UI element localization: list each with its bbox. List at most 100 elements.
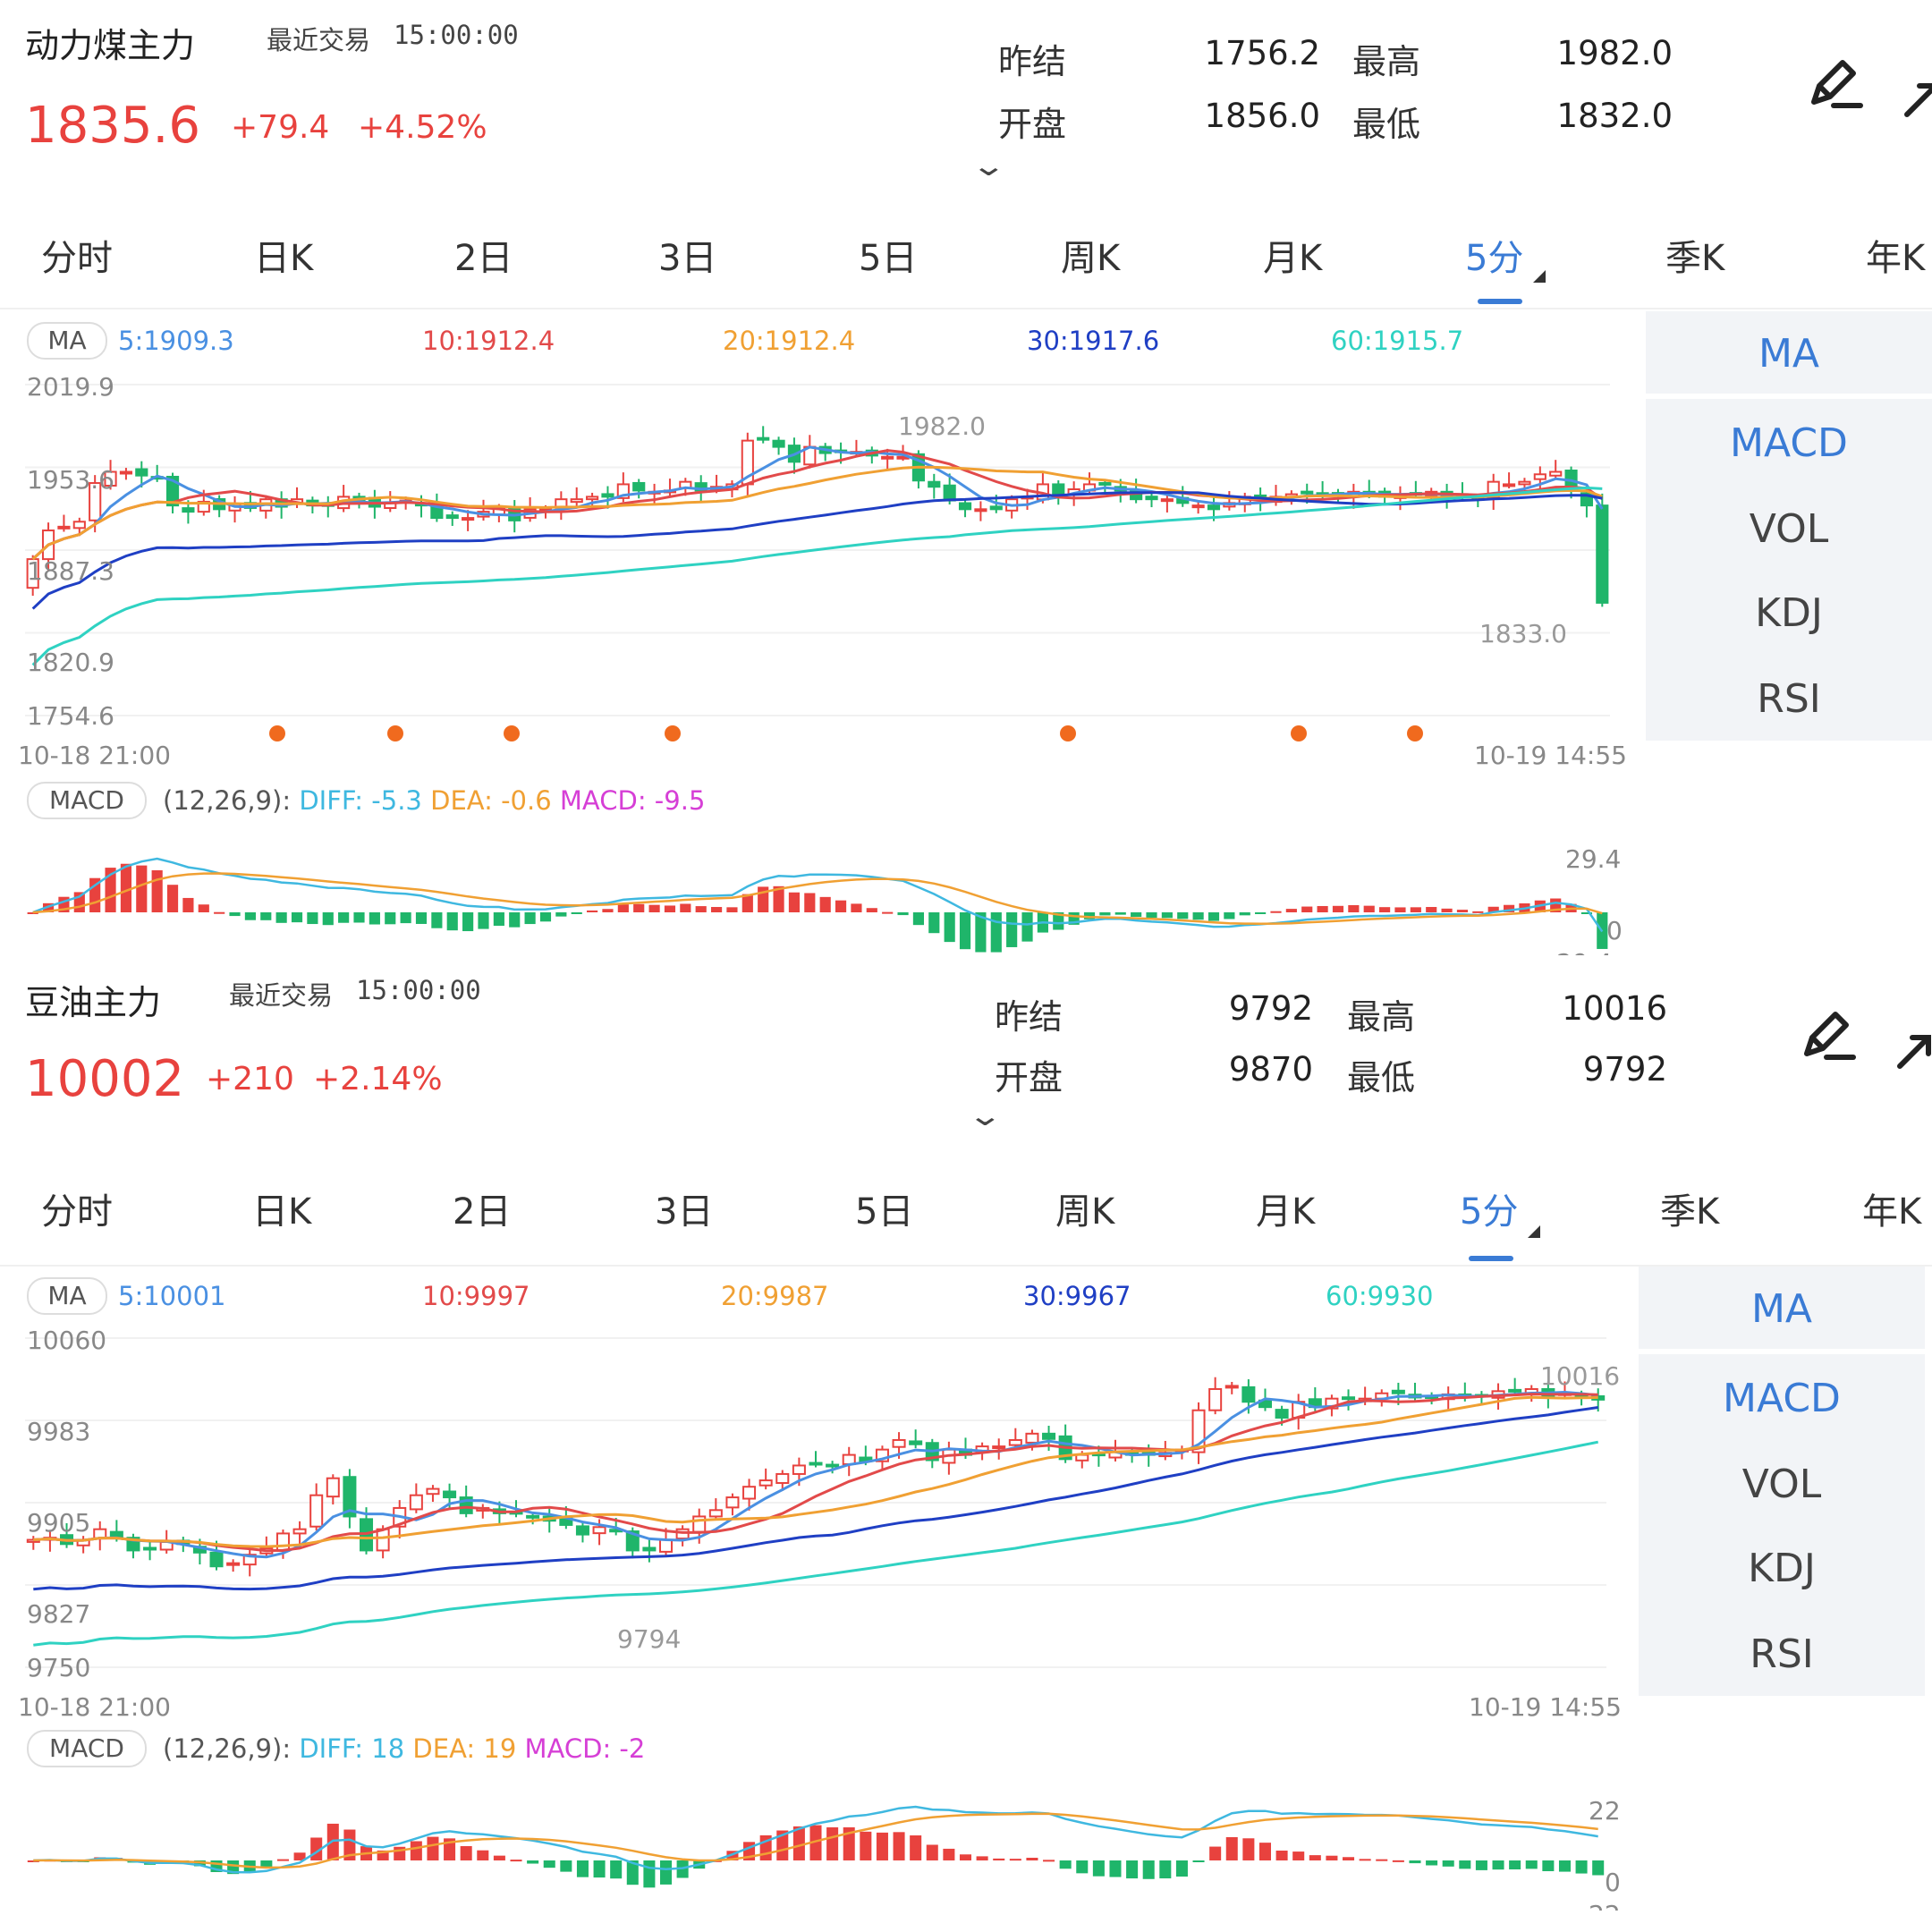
- tab-yearly-k[interactable]: 年K: [1866, 238, 1926, 279]
- min-price-label: 1833.0: [1479, 619, 1567, 648]
- tab-monthly-k[interactable]: 月K: [1256, 1191, 1316, 1233]
- max-price-label: 1982.0: [898, 411, 986, 441]
- candle-up: [57, 525, 71, 530]
- candle-down: [143, 1546, 157, 1551]
- macd-bar-positive: [648, 904, 660, 912]
- macd-bar-negative: [1208, 912, 1220, 921]
- time-start-label: 10-18 21:00: [18, 1692, 171, 1722]
- macd-bar-negative: [1542, 1860, 1555, 1872]
- macd-bar-negative: [1509, 1860, 1521, 1870]
- pen-icon[interactable]: [1796, 1002, 1859, 1064]
- tab-2day[interactable]: 2日: [453, 1191, 512, 1233]
- macd-bar-negative: [1146, 912, 1157, 919]
- indicator-vol[interactable]: VOL: [1741, 1462, 1822, 1507]
- tab-quarterly-k[interactable]: 季K: [1665, 238, 1725, 279]
- indicator-vol[interactable]: VOL: [1749, 506, 1829, 552]
- macd-bar-positive: [410, 1841, 422, 1860]
- indicator-ma[interactable]: MA: [1750, 1286, 1813, 1332]
- macd-pill[interactable]: MACD: [27, 782, 147, 819]
- macd-scale-top: 29.4: [1565, 844, 1622, 874]
- macd-bar-positive: [27, 912, 38, 914]
- macd-bar-positive: [602, 909, 614, 912]
- low-value: 9792: [1582, 1050, 1667, 1089]
- ma-pill[interactable]: MA: [27, 322, 107, 360]
- tab-weekly-k[interactable]: 周K: [1055, 1191, 1115, 1233]
- ma-pill[interactable]: MA: [27, 1277, 107, 1315]
- candle-up: [1518, 480, 1531, 486]
- indicator-macd[interactable]: MACD: [1730, 420, 1848, 466]
- candle-up: [1160, 498, 1174, 503]
- tab-3day[interactable]: 3日: [655, 1191, 714, 1233]
- macd-bar-positive: [993, 1858, 1005, 1860]
- macd-bar-positive: [343, 1829, 356, 1860]
- expand-icon[interactable]: [1900, 77, 1932, 122]
- candle-up: [892, 1438, 906, 1448]
- tab-5min[interactable]: 5分: [1460, 1191, 1519, 1233]
- candle-up: [104, 470, 117, 487]
- macd-bar-negative: [385, 912, 396, 925]
- macd-bar-negative: [1092, 1860, 1105, 1877]
- event-dot: [1060, 725, 1076, 741]
- tab-weekly-k[interactable]: 周K: [1061, 238, 1121, 279]
- candle-up: [72, 521, 86, 530]
- tab-quarterly-k[interactable]: 季K: [1660, 1191, 1720, 1233]
- macd-pill[interactable]: MACD: [27, 1730, 147, 1767]
- candle-up: [1025, 1432, 1039, 1444]
- y-axis-label: 9750: [27, 1653, 91, 1682]
- tab-2day[interactable]: 2日: [454, 238, 513, 279]
- macd-bar-positive: [843, 1826, 855, 1860]
- macd-bar-negative: [260, 1860, 273, 1868]
- macd-bar-positive: [1392, 1860, 1404, 1862]
- macd-bar-negative: [643, 1860, 656, 1888]
- expand-icon[interactable]: [1893, 1029, 1932, 1073]
- macd-bar-negative: [1109, 1860, 1122, 1877]
- ma-line-ma20: [31, 465, 1603, 561]
- ma-line-ma60: [31, 486, 1603, 666]
- macd-bar-negative: [1059, 1860, 1072, 1869]
- macd-bar-positive: [510, 1860, 522, 1862]
- candlestick-chart[interactable]: [0, 0, 1646, 955]
- macd-bar-negative: [1099, 912, 1111, 916]
- chevron-down-icon[interactable]: ⌄: [970, 148, 1007, 182]
- instrument-name: 豆油主力: [25, 983, 162, 1022]
- indicator-macd[interactable]: MACD: [1723, 1376, 1841, 1421]
- tab-yearly-k[interactable]: 年K: [1862, 1191, 1922, 1233]
- tab-fenshi[interactable]: 分时: [41, 1191, 113, 1233]
- macd-scale-zero: 0: [1606, 916, 1623, 945]
- tab-5min[interactable]: 5分: [1465, 238, 1524, 279]
- tab-3day[interactable]: 3日: [658, 238, 717, 279]
- macd-bar-negative: [1161, 912, 1173, 919]
- macd-bar-negative: [543, 1860, 555, 1868]
- macd-bar-negative: [959, 912, 971, 950]
- tab-5day[interactable]: 5日: [855, 1191, 914, 1233]
- tab-5day[interactable]: 5日: [859, 238, 918, 279]
- indicator-kdj[interactable]: KDJ: [1755, 590, 1823, 636]
- indicator-ma[interactable]: MA: [1758, 331, 1820, 377]
- tab-monthly-k[interactable]: 月K: [1263, 238, 1323, 279]
- tab-fenshi[interactable]: 分时: [41, 238, 113, 279]
- pen-icon[interactable]: [1803, 50, 1866, 113]
- macd-bar-negative: [1492, 1860, 1504, 1870]
- open-label: 开盘: [995, 1058, 1063, 1097]
- macd-bar-positive: [1456, 910, 1469, 912]
- macd-bar-positive: [1317, 905, 1328, 912]
- macd-bar-positive: [835, 900, 847, 912]
- macd-scale-bottom: 22: [1589, 1900, 1621, 1911]
- tab-daily-k[interactable]: 日K: [254, 238, 314, 279]
- indicator-kdj[interactable]: KDJ: [1748, 1546, 1816, 1591]
- macd-bar-negative: [493, 912, 504, 927]
- chevron-down-icon[interactable]: ⌄: [967, 1098, 1004, 1132]
- macd-readout: (12,26,9): DIFF: 18 DEA: 19 MACD: -2: [163, 1733, 645, 1764]
- indicator-rsi[interactable]: RSI: [1750, 1631, 1814, 1677]
- prev-settle-value: 9792: [1228, 989, 1313, 1028]
- candle-down: [445, 514, 459, 520]
- tab-daily-k[interactable]: 日K: [252, 1191, 312, 1233]
- macd-params: (12,26,9):: [163, 1733, 292, 1764]
- macd-bar-positive: [477, 1850, 489, 1860]
- macd-dea-line: [33, 1812, 1598, 1869]
- indicator-rsi[interactable]: RSI: [1757, 676, 1821, 722]
- macd-bar-negative: [353, 912, 365, 923]
- candle-up: [1224, 1385, 1239, 1389]
- candle-down: [1508, 1388, 1522, 1393]
- candlestick-chart[interactable]: [0, 955, 1639, 1911]
